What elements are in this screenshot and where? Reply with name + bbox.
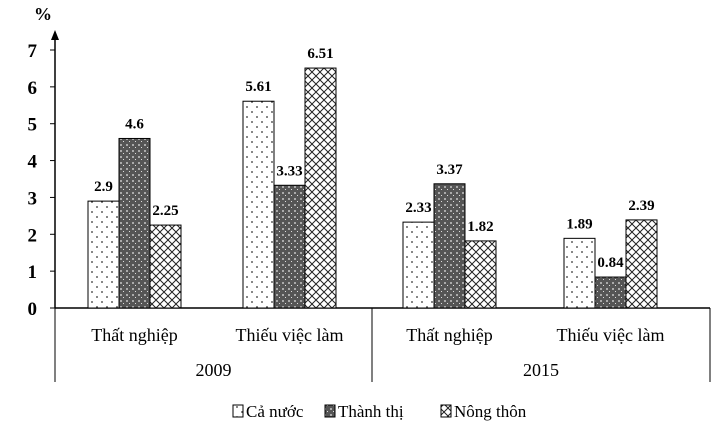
category-label: Thiếu việc làm [236,325,344,345]
legend-label: Cả nước [246,402,304,421]
y-tick-label: 2 [28,225,38,246]
y-axis-unit-label: % [34,4,52,24]
data-label: 4.6 [125,116,144,132]
y-tick-label: 6 [28,78,38,99]
data-label: 2.25 [152,203,178,219]
data-label: 2.39 [628,198,654,214]
data-label: 1.89 [566,216,592,232]
bar-dots [242,100,275,309]
legend-swatch-dark-grid [324,404,336,418]
data-label: 2.9 [94,179,113,195]
data-label: 6.51 [307,46,333,62]
data-label: 1.82 [467,219,493,235]
legend-label: Thành thị [338,402,404,421]
bar-dark-grid [118,137,151,309]
legend-label: Nông thôn [454,402,527,421]
y-tick-label: 0 [28,299,38,320]
category-labels: Thất nghiệp Thiếu việc làm Thất nghiệp Thiế… [91,325,664,380]
category-label: Thất nghiệp [91,325,177,345]
bar-crosshatch [464,240,497,309]
category-label: Thất nghiệp [406,325,492,345]
y-tick-label: 3 [28,188,38,209]
bar-crosshatch [149,224,182,309]
y-tick-label: 4 [28,152,38,173]
data-label: 5.61 [245,79,271,95]
bar-dark-grid [594,276,627,309]
data-label: 3.37 [436,162,463,178]
bar-dark-grid [433,183,466,309]
legend-swatch-crosshatch [440,404,452,418]
bar-dots [563,237,596,309]
y-tick-label: 5 [28,115,38,136]
y-axis-arrow-icon [51,30,59,40]
bar-dots [87,200,120,309]
data-label: 0.84 [597,255,624,271]
legend-swatch-dots [232,404,244,418]
bar-crosshatch [625,219,658,309]
y-tick-label: 1 [28,262,38,283]
bars: 2.9 4.6 2.25 5.61 3.33 6.51 2.33 3.37 1.82 1.89 0.… [87,46,658,309]
group-label: 2009 [196,360,232,380]
bar-crosshatch [304,67,337,309]
category-label: Thiếu việc làm [557,325,665,345]
legend: Cả nước Thành thị Nông thôn [232,402,527,421]
data-label: 3.33 [276,163,302,179]
group-label: 2015 [523,360,559,380]
bar-dark-grid [273,184,306,309]
y-tick-label: 7 [28,41,38,62]
data-label: 2.33 [405,200,431,216]
bar-dots [402,221,435,309]
